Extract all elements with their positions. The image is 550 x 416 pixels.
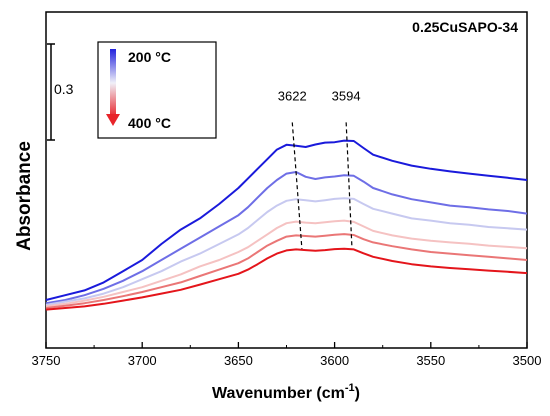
series-line-1 [45,139,528,301]
legend: 200 °C 400 °C [97,41,217,139]
legend-arrow-head [106,114,120,126]
annotation-line-3622 [291,122,303,249]
x-axis-label-main: Wavenumber (cm [212,385,345,402]
legend-gradient-bar [110,49,116,117]
x-tick-label-3650: 3650 [224,353,253,368]
series-line-3 [45,197,528,306]
x-tick-label-3600: 3600 [320,353,349,368]
legend-top-label: 200 °C [128,49,171,65]
series-line-6 [45,247,528,311]
x-axis-label: Wavenumber (cm-1) [212,382,360,402]
annotation-label-3594: 3594 [332,88,361,103]
series-line-4 [45,219,528,308]
x-axis-label-superscript: -1 [345,382,355,394]
scale-bar-label: 0.3 [54,81,74,97]
x-axis-label-tail: ) [355,385,360,402]
x-tick-label-3500: 3500 [513,353,542,368]
annotation-layer: 3622 3594 [278,88,361,249]
y-axis-label: Absorbance [14,141,35,251]
series-layer [45,139,528,311]
x-tick-label-3750: 3750 [32,353,61,368]
x-axis-ticks: 3750 3700 3650 3600 3550 3500 [32,342,542,368]
legend-bottom-label: 400 °C [128,115,171,131]
series-line-5 [45,233,528,309]
annotation-label-3622: 3622 [278,88,307,103]
x-tick-label-3700: 3700 [128,353,157,368]
chart-title: 0.25CuSAPO-34 [412,19,518,35]
x-tick-label-3550: 3550 [416,353,445,368]
legend-box [97,41,217,139]
